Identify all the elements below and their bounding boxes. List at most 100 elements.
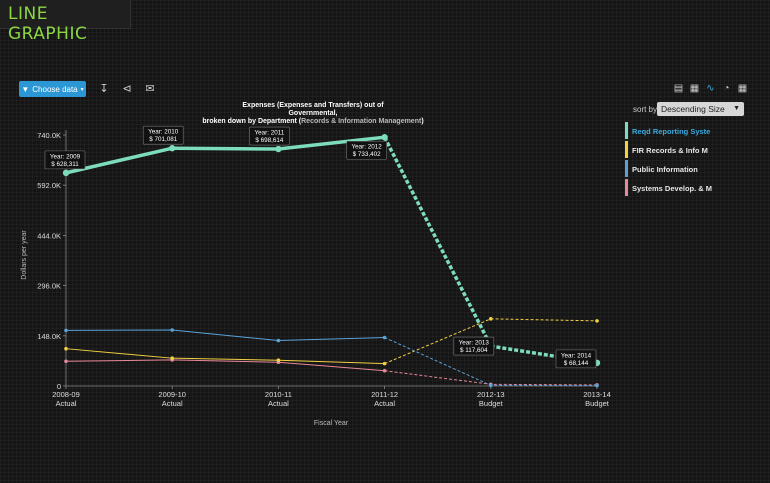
data-label: Year: 2011$ 698,614: [249, 126, 290, 146]
data-point: [489, 317, 493, 321]
data-point: [64, 359, 68, 364]
filter-icon: ▼: [21, 84, 30, 94]
x-tick-label: 2013-14: [583, 390, 611, 399]
data-point: [381, 134, 388, 141]
share-icon[interactable]: ⊲: [122, 83, 132, 95]
data-label-year: Year: 2009: [50, 153, 81, 160]
data-point: [489, 383, 493, 388]
series-line-actual: [65, 329, 385, 342]
x-tick-label: Actual: [268, 399, 289, 408]
chart-title-line2: Governmental,: [288, 110, 337, 117]
data-point: [276, 338, 281, 343]
chart-type-switcher: ▤ ▦ ∿ ◔ ▦: [672, 83, 749, 96]
chevron-down-icon: ▾: [80, 86, 84, 93]
data-label-year: Year: 2012: [351, 144, 382, 151]
x-axis-label: Fiscal Year: [314, 420, 349, 427]
data-label-value: $ 698,614: [255, 137, 284, 144]
data-point: [62, 169, 70, 177]
chart-title-line3: broken down by Department (Records & Inf…: [202, 118, 423, 125]
x-tick-label: 2012-13: [477, 390, 505, 399]
data-label: Year: 2010$ 701,081: [142, 125, 184, 145]
data-point: [64, 328, 68, 333]
data-label-value: $ 117,604: [460, 347, 488, 354]
data-label-box: [453, 336, 495, 356]
data-point: [169, 145, 176, 152]
y-tick-label: 0: [57, 382, 61, 391]
data-point: [382, 368, 387, 373]
y-tick-label: 296.0K: [37, 282, 61, 291]
data-point: [275, 145, 282, 153]
legend-label: Reqd Reporting Syste: [632, 127, 711, 136]
data-label: Year: 2012$ 733,402: [346, 140, 387, 160]
series-line-actual: [65, 135, 385, 175]
chevron-down-icon: ▼: [733, 105, 740, 112]
data-label-value: $ 68,144: [564, 360, 589, 367]
data-point: [595, 383, 599, 388]
x-tick-label: 2008-09: [52, 390, 80, 399]
y-tick-label: 444.0K: [37, 231, 61, 240]
sort-by-label: sort by: [633, 105, 658, 114]
x-tick-label: Actual: [56, 399, 77, 408]
data-point: [64, 346, 68, 351]
pie-chart-icon[interactable]: ◔: [723, 83, 730, 94]
data-point: [276, 358, 281, 363]
data-point: [382, 361, 387, 366]
data-label-box: [44, 150, 86, 170]
stacked-chart-icon[interactable]: ▦: [689, 83, 700, 94]
chart-title-suffix: ): [421, 118, 423, 125]
x-tick-label: Budget: [585, 399, 610, 408]
data-label-box: [142, 125, 184, 145]
series-line-actual: [65, 348, 385, 365]
data-label-year: Year: 2013: [459, 340, 490, 347]
line-chart-icon[interactable]: ∿: [706, 83, 715, 94]
choose-data-label: Choose data: [32, 84, 78, 94]
x-tick-label: 2010-11: [265, 390, 292, 399]
chart-title-highlight: Records & Information Management: [301, 118, 422, 125]
series-line-budget: [383, 136, 598, 365]
data-label-year: Year: 2011: [255, 130, 285, 137]
choose-data-button[interactable]: ▼ Choose data ▾: [19, 81, 86, 97]
x-tick-label: Budget: [479, 399, 504, 408]
app-title: LINE GRAPHIC: [8, 4, 88, 44]
legend-label: Public Information: [632, 165, 698, 174]
series-line-actual: [65, 359, 385, 372]
x-tick-label: Actual: [162, 399, 183, 408]
data-label: Year: 2013$ 117,604: [453, 336, 495, 356]
y-tick-label: 148.0K: [37, 332, 61, 341]
legend-item[interactable]: Systems Develop. & M: [625, 179, 765, 198]
legend: Reqd Reporting Syste FIR Records & Info …: [625, 122, 765, 198]
data-point: [595, 319, 599, 323]
legend-item[interactable]: FIR Records & Info M: [625, 141, 765, 160]
x-tick-label: Actual: [374, 399, 395, 408]
table-icon[interactable]: ▦: [737, 83, 748, 94]
app-title-tab: LINE GRAPHIC: [0, 0, 131, 44]
data-point: [382, 335, 387, 340]
x-tick-label: 2009-10: [158, 390, 186, 399]
data-point: [170, 328, 174, 332]
y-tick-label: 740.0K: [37, 131, 61, 140]
legend-swatch: [625, 141, 628, 158]
data-point: [170, 356, 174, 360]
data-label-value: $ 733,402: [353, 151, 382, 158]
x-tick-label: 2011-12: [371, 390, 398, 399]
legend-label: Systems Develop. & M: [632, 184, 713, 193]
download-icon[interactable]: ↧: [99, 83, 109, 95]
legend-swatch: [625, 179, 628, 196]
email-icon[interactable]: ✉: [145, 83, 155, 95]
y-tick-label: 592.0K: [37, 181, 61, 190]
data-label-year: Year: 2010: [148, 129, 179, 136]
data-label-box: [249, 126, 290, 146]
data-label-year: Year: 2014: [561, 352, 592, 359]
data-label: Year: 2014$ 68,144: [555, 349, 597, 369]
sort-select[interactable]: Descending Size ▼: [657, 102, 744, 116]
legend-item[interactable]: Public Information: [625, 160, 765, 179]
y-axis-label: Dollars per year: [21, 230, 28, 280]
legend-item[interactable]: Reqd Reporting Syste: [625, 122, 765, 141]
sort-selected-value: Descending Size: [661, 104, 725, 114]
area-chart-icon[interactable]: ▤: [673, 83, 684, 94]
legend-swatch: [625, 122, 628, 139]
data-label: Year: 2009$ 628,311: [44, 150, 86, 170]
chart-title-line1: Expenses (Expenses and Transfers) out of: [242, 102, 384, 109]
data-label-box: [346, 140, 387, 160]
